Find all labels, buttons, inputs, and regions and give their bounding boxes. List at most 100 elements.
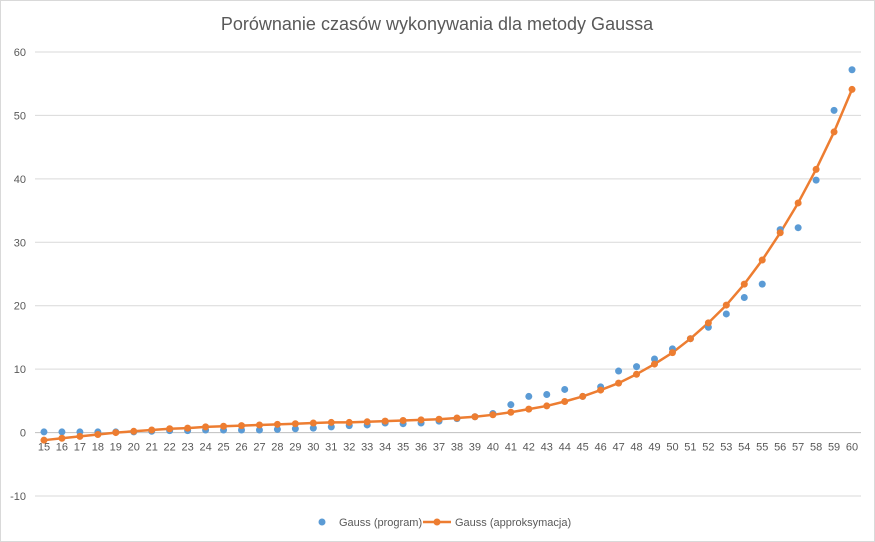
approximation-data-point [489,411,497,419]
x-tick-label: 58 [810,442,822,454]
x-tick-label: 23 [182,442,194,454]
x-tick-label: 53 [720,442,732,454]
approximation-data-point [417,416,425,424]
approximation-data-point [668,349,676,357]
approximation-data-point [722,301,730,309]
x-tick-label: 55 [756,442,768,454]
approximation-data-point [309,419,317,427]
x-tick-label: 46 [595,442,607,454]
approximation-data-point [399,417,407,425]
x-tick-label: 22 [164,442,176,454]
x-tick-label: 18 [92,442,104,454]
approximation-data-point [794,199,802,207]
approximation-data-point [597,386,605,394]
approximation-data-point [184,424,192,432]
x-tick-label: 56 [774,442,786,454]
y-tick-label: 10 [14,364,26,376]
approximation-data-point [345,418,353,426]
program-data-point [58,428,66,436]
x-tick-label: 33 [361,442,373,454]
approximation-data-point [776,229,784,237]
approximation-data-point [740,280,748,288]
x-tick-label: 27 [253,442,265,454]
x-tick-label: 51 [684,442,696,454]
x-tick-label: 37 [433,442,445,454]
program-data-point [848,66,856,74]
program-data-point [40,428,48,436]
x-tick-label: 38 [451,442,463,454]
approximation-data-point [848,85,856,93]
approximation-data-point [76,432,84,440]
y-tick-label: 60 [14,47,26,59]
approximation-data-point [561,397,569,405]
approximation-data-point [543,402,551,410]
program-data-point [794,224,802,232]
approximation-data-point [812,165,820,173]
x-tick-label: 20 [128,442,140,454]
x-tick-label: 44 [559,442,571,454]
program-data-point [740,293,748,301]
program-data-point [758,280,766,288]
x-tick-label: 43 [541,442,553,454]
program-data-point [633,363,641,371]
program-data-point [291,425,299,433]
x-tick-label: 31 [325,442,337,454]
x-tick-label: 19 [110,442,122,454]
program-data-point [722,310,730,318]
x-tick-label: 39 [469,442,481,454]
approximation-data-point [453,414,461,422]
y-tick-label: 20 [14,301,26,313]
program-data-point [561,385,569,393]
x-tick-label: 15 [38,442,50,454]
x-tick-label: 36 [415,442,427,454]
x-tick-label: 34 [379,442,391,454]
x-tick-label: 29 [289,442,301,454]
x-tick-label: 45 [577,442,589,454]
approximation-data-point [758,256,766,264]
y-tick-label: 30 [14,237,26,249]
approximation-data-point [525,405,533,413]
y-tick-label: -10 [10,491,26,503]
approximation-data-point [202,423,210,431]
plot-area [40,66,856,444]
approximation-data-point [633,370,641,378]
approximation-data-point [94,430,102,438]
approximation-data-point [830,128,838,136]
program-data-point [255,426,263,434]
gridlines [35,51,861,497]
x-tick-label: 17 [74,442,86,454]
approximation-data-point [686,335,694,343]
approximation-data-point [166,425,174,433]
approximation-data-point [327,418,335,426]
x-tick-label: 40 [487,442,499,454]
x-tick-label: 30 [307,442,319,454]
approximation-data-point [507,408,515,416]
y-tick-label: 50 [14,110,26,122]
approximation-data-point [435,415,443,423]
chart-title: Porównanie czasów wykonywania dla metody… [221,14,654,34]
x-tick-label: 25 [217,442,229,454]
program-data-point [615,367,623,375]
approximation-data-point [471,413,479,421]
x-tick-label: 54 [738,442,750,454]
approximation-data-point [148,426,156,434]
approximation-data-point [615,379,623,387]
x-tick-label: 47 [612,442,624,454]
approximation-data-point [40,436,48,444]
x-tick-label: 52 [702,442,714,454]
x-tick-label: 49 [648,442,660,454]
y-axis-ticks: -10 0 10 20 30 40 50 60 [10,47,26,503]
x-tick-label: 42 [523,442,535,454]
x-tick-label: 32 [343,442,355,454]
legend-label-program: Gauss (program) [339,517,422,529]
x-tick-label: 41 [505,442,517,454]
series-approximation-points [40,85,856,444]
approximation-data-point [238,422,245,430]
x-tick-label: 26 [235,442,247,454]
approximation-data-point [58,434,66,442]
program-data-point [309,424,317,432]
legend-marker-approximation [433,518,441,526]
x-axis-ticks: 15 16 17 18 19 20 21 22 23 24 25 26 27 28 29 30 31 32 33 34… [38,442,858,454]
approximation-data-point [273,420,281,428]
